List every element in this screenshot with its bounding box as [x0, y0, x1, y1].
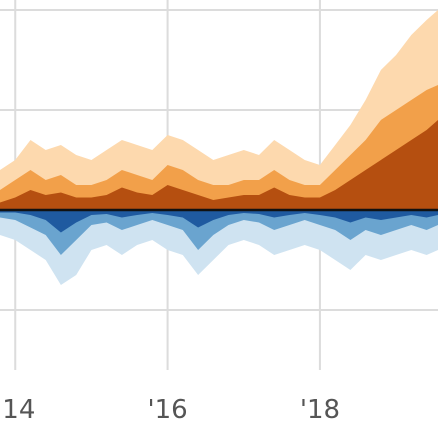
area-series-above-1 — [0, 10, 438, 210]
area-series-below-5 — [0, 210, 438, 255]
x-axis-ticks: '14 '16 '18 — [0, 395, 340, 425]
x-tick-label: '16 — [147, 395, 187, 425]
x-tick-label: '14 — [0, 395, 35, 425]
area-series-layer — [0, 10, 438, 285]
area-series-above-2 — [0, 85, 438, 210]
area-series-below-4 — [0, 210, 438, 285]
area-series-below-6 — [0, 210, 438, 233]
x-tick-label: '18 — [300, 395, 340, 425]
area-series-above-3 — [0, 120, 438, 210]
